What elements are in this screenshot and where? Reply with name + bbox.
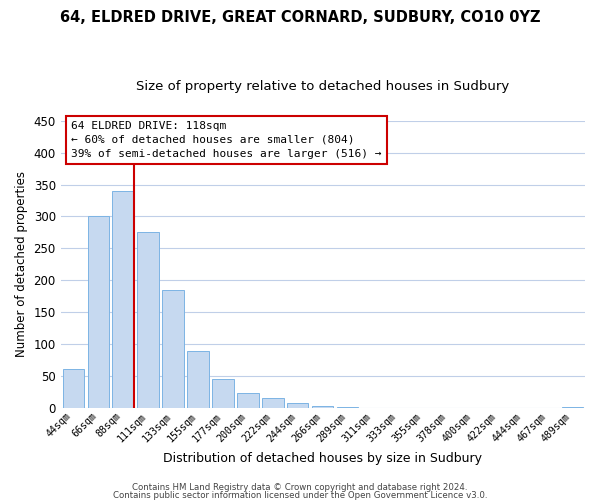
Bar <box>262 398 284 408</box>
Text: 64, ELDRED DRIVE, GREAT CORNARD, SUDBURY, CO10 0YZ: 64, ELDRED DRIVE, GREAT CORNARD, SUDBURY… <box>60 10 540 25</box>
Bar <box>287 403 308 408</box>
Bar <box>337 407 358 408</box>
Bar <box>112 191 134 408</box>
Bar <box>88 216 109 408</box>
Bar <box>62 368 84 408</box>
Title: Size of property relative to detached houses in Sudbury: Size of property relative to detached ho… <box>136 80 509 93</box>
Text: Contains HM Land Registry data © Crown copyright and database right 2024.: Contains HM Land Registry data © Crown c… <box>132 484 468 492</box>
Text: 64 ELDRED DRIVE: 118sqm
← 60% of detached houses are smaller (804)
39% of semi-d: 64 ELDRED DRIVE: 118sqm ← 60% of detache… <box>71 120 382 158</box>
Bar <box>163 290 184 408</box>
Bar <box>137 232 158 408</box>
Bar <box>212 379 233 408</box>
X-axis label: Distribution of detached houses by size in Sudbury: Distribution of detached houses by size … <box>163 452 482 465</box>
Bar <box>312 406 334 408</box>
Bar <box>187 351 209 408</box>
Y-axis label: Number of detached properties: Number of detached properties <box>15 172 28 358</box>
Bar <box>238 393 259 408</box>
Bar <box>562 407 583 408</box>
Text: Contains public sector information licensed under the Open Government Licence v3: Contains public sector information licen… <box>113 491 487 500</box>
